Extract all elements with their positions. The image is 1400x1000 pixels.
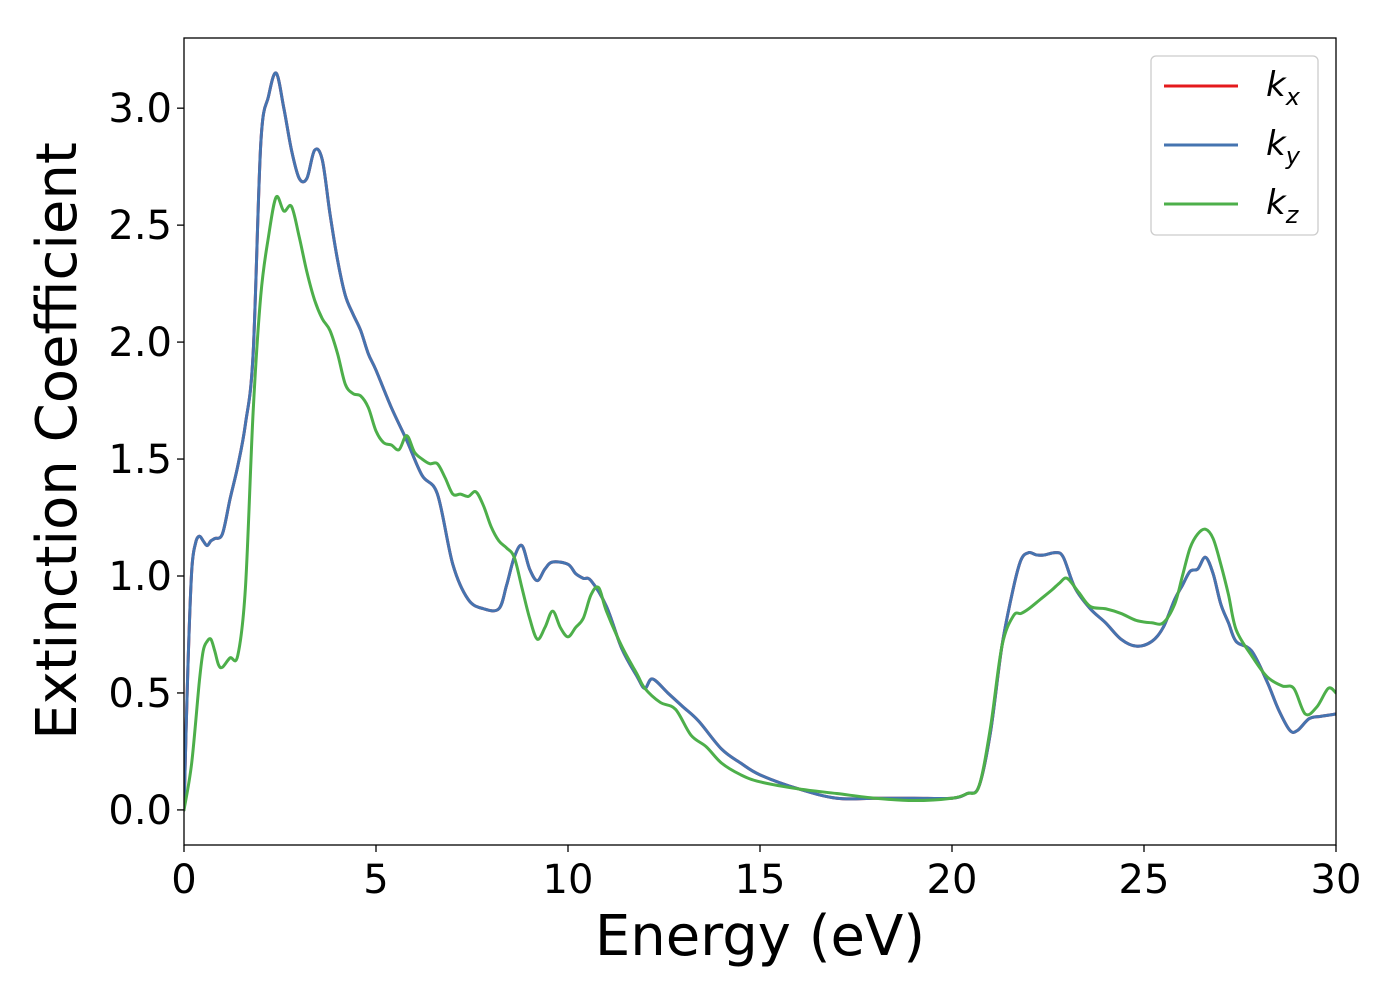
y-axis-label: Extinction Coefficient — [25, 142, 90, 740]
y-tick-label: 0.5 — [108, 671, 172, 717]
y-tick-label: 0.0 — [108, 788, 172, 834]
x-tick-label: 25 — [1119, 857, 1170, 903]
x-tick-label: 30 — [1311, 857, 1362, 903]
y-tick-label: 1.0 — [108, 554, 172, 600]
x-axis-label: Energy (eV) — [595, 904, 925, 969]
series-line-kz — [184, 194, 1336, 812]
series-layer — [184, 71, 1336, 812]
x-tick-label: 20 — [927, 857, 978, 903]
y-tick-label: 1.5 — [108, 437, 172, 483]
x-axis-ticks: 0 5 10 15 20 25 30 — [171, 845, 1361, 903]
x-tick-label: 0 — [171, 857, 196, 903]
x-tick-label: 10 — [543, 857, 594, 903]
x-tick-label: 5 — [363, 857, 388, 903]
y-tick-label: 2.0 — [108, 320, 172, 366]
x-tick-label: 15 — [735, 857, 786, 903]
y-axis-ticks: 0.0 0.5 1.0 1.5 2.0 2.5 3.0 — [108, 86, 184, 834]
y-tick-label: 3.0 — [108, 86, 172, 132]
y-tick-label: 2.5 — [108, 203, 172, 249]
